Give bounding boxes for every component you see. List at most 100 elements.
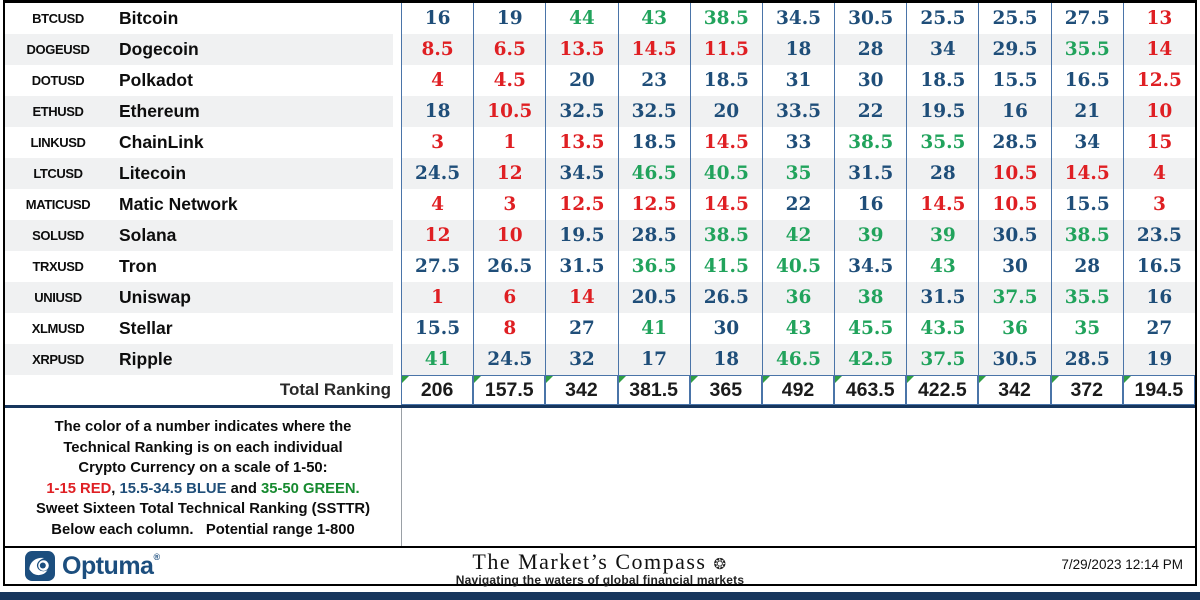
coin-name-cell: Polkadot bbox=[119, 70, 193, 90]
rank-value-cell: 43 bbox=[761, 313, 834, 344]
comment-marker-icon bbox=[762, 376, 770, 383]
rank-value-cell: 14 bbox=[1122, 34, 1195, 65]
rank-value-cell: 12.5 bbox=[617, 189, 690, 220]
rank-value-cell: 42 bbox=[761, 220, 835, 251]
rank-value-cell: 10 bbox=[473, 220, 546, 251]
total-value-cell: 381.5 bbox=[617, 375, 690, 405]
rank-value-cell: 38.5 bbox=[834, 127, 906, 158]
rank-value-cell: 22 bbox=[834, 96, 907, 127]
rank-value-cell: 41 bbox=[617, 313, 690, 344]
legend-line: The color of a number indicates where th… bbox=[54, 419, 352, 435]
rank-value-cell: 41.5 bbox=[689, 251, 762, 282]
rank-value-cell: 27 bbox=[1122, 313, 1195, 344]
rank-value-cell: 16 bbox=[1122, 282, 1195, 313]
ticker-cell: XLMUSD bbox=[31, 321, 85, 336]
ticker-cell: DOGEUSD bbox=[5, 34, 111, 65]
rank-value-cell: 34 bbox=[1050, 127, 1123, 158]
rank-value-cell: 25.5 bbox=[906, 3, 978, 34]
rank-value-cell: 18 bbox=[401, 96, 474, 127]
rank-value-cell: 24.5 bbox=[473, 344, 546, 375]
rank-value-cell: 15.5 bbox=[1050, 189, 1123, 220]
rank-value-cell: 14.5 bbox=[1050, 158, 1123, 189]
optuma-logo: Optuma® bbox=[25, 551, 160, 581]
rank-value-cell: 43 bbox=[617, 3, 690, 34]
gutter-cell bbox=[393, 65, 401, 96]
total-value-cell: 492 bbox=[761, 375, 835, 405]
total-value-cell: 194.5 bbox=[1122, 375, 1195, 405]
rank-value-cell: 41 bbox=[401, 344, 474, 375]
coin-name-cell: Litecoin bbox=[111, 158, 393, 189]
rank-value-cell: 19 bbox=[473, 3, 545, 34]
rank-value-cell: 10.5 bbox=[978, 189, 1050, 220]
publication-tagline: Navigating the waters of global financia… bbox=[455, 573, 745, 587]
comment-marker-icon bbox=[618, 376, 626, 383]
legend-line: Below each column. Potential range 1-800 bbox=[51, 521, 355, 538]
rank-value-cell: 4 bbox=[401, 65, 473, 96]
rank-value-cell: 8.5 bbox=[401, 34, 474, 65]
rank-value-cell: 12 bbox=[473, 158, 546, 189]
rank-value-cell: 31.5 bbox=[545, 251, 617, 282]
gutter-cell bbox=[393, 251, 401, 282]
rank-value-cell: 6 bbox=[473, 282, 546, 313]
rank-value-cell: 14.5 bbox=[906, 189, 978, 220]
rank-value-cell: 45.5 bbox=[834, 313, 906, 344]
total-value-cell: 365 bbox=[689, 375, 762, 405]
gutter-cell bbox=[393, 189, 401, 220]
bottom-navy-bar bbox=[0, 592, 1200, 600]
rank-value-cell: 26.5 bbox=[689, 282, 762, 313]
ticker-cell: LTCUSD bbox=[5, 158, 111, 189]
brand-name: Optuma® bbox=[62, 551, 160, 580]
rank-value-cell: 30.5 bbox=[834, 3, 906, 34]
rank-value-cell: 28.5 bbox=[978, 127, 1050, 158]
gutter-cell bbox=[393, 96, 401, 127]
rank-value-cell: 28.5 bbox=[1050, 344, 1123, 375]
rank-value-cell: 43.5 bbox=[906, 313, 978, 344]
rank-value-cell: 16.5 bbox=[1050, 65, 1123, 96]
ticker-cell: MATICUSD bbox=[25, 197, 91, 212]
coin-name-cell: Dogecoin bbox=[111, 34, 393, 65]
rank-value-cell: 18 bbox=[761, 34, 835, 65]
ticker-cell: UNIUSD bbox=[5, 282, 111, 313]
rank-value-cell: 13.5 bbox=[545, 127, 617, 158]
rank-value-cell: 18.5 bbox=[617, 127, 690, 158]
rank-value-cell: 4 bbox=[1122, 158, 1195, 189]
total-value-cell: 463.5 bbox=[834, 375, 907, 405]
rank-value-cell: 34.5 bbox=[545, 158, 618, 189]
rank-value-cell: 39 bbox=[834, 220, 907, 251]
rank-value-cell: 19.5 bbox=[545, 220, 618, 251]
rank-value-cell: 4 bbox=[401, 189, 473, 220]
publication-title: The Market’s Compass ❂ bbox=[472, 549, 728, 574]
footer-band: Optuma® The Market’s Compass ❂ Navigatin… bbox=[5, 546, 1195, 587]
rank-value-cell: 36 bbox=[761, 282, 835, 313]
rank-value-cell: 25.5 bbox=[978, 3, 1050, 34]
rank-value-cell: 32 bbox=[545, 344, 618, 375]
publication-block: The Market’s Compass ❂ Navigating the wa… bbox=[5, 549, 1195, 587]
legend-blue-range: 15.5-34.5 BLUE bbox=[119, 480, 227, 497]
rank-value-cell: 35.5 bbox=[1050, 34, 1123, 65]
rank-value-cell: 28 bbox=[834, 34, 907, 65]
rank-value-cell: 37.5 bbox=[978, 282, 1051, 313]
ticker-cell: XRPUSD bbox=[5, 344, 111, 375]
rank-value-cell: 3 bbox=[1122, 189, 1195, 220]
rank-value-cell: 20 bbox=[545, 65, 617, 96]
legend-red-range: 1-15 RED bbox=[46, 480, 112, 497]
gutter-cell bbox=[393, 220, 401, 251]
rank-value-cell: 29.5 bbox=[978, 34, 1051, 65]
rank-value-cell: 36.5 bbox=[617, 251, 690, 282]
rank-value-cell: 4.5 bbox=[473, 65, 545, 96]
rank-value-cell: 35 bbox=[1050, 313, 1123, 344]
rank-value-cell: 37.5 bbox=[906, 344, 979, 375]
rank-value-cell: 20.5 bbox=[617, 282, 690, 313]
rank-value-cell: 12 bbox=[401, 220, 474, 251]
rank-value-cell: 40.5 bbox=[761, 251, 834, 282]
coin-name-cell: Ethereum bbox=[111, 96, 393, 127]
rank-value-cell: 15.5 bbox=[401, 313, 473, 344]
report-timestamp: 7/29/2023 12:14 PM bbox=[1061, 557, 1183, 572]
rank-value-cell: 21 bbox=[1050, 96, 1123, 127]
rank-value-cell: 30 bbox=[834, 65, 906, 96]
ticker-cell: TRXUSD bbox=[32, 259, 84, 274]
gutter-cell bbox=[393, 313, 401, 344]
comment-marker-icon bbox=[474, 376, 482, 383]
total-value-cell: 206 bbox=[401, 375, 474, 405]
rank-value-cell: 38 bbox=[834, 282, 907, 313]
